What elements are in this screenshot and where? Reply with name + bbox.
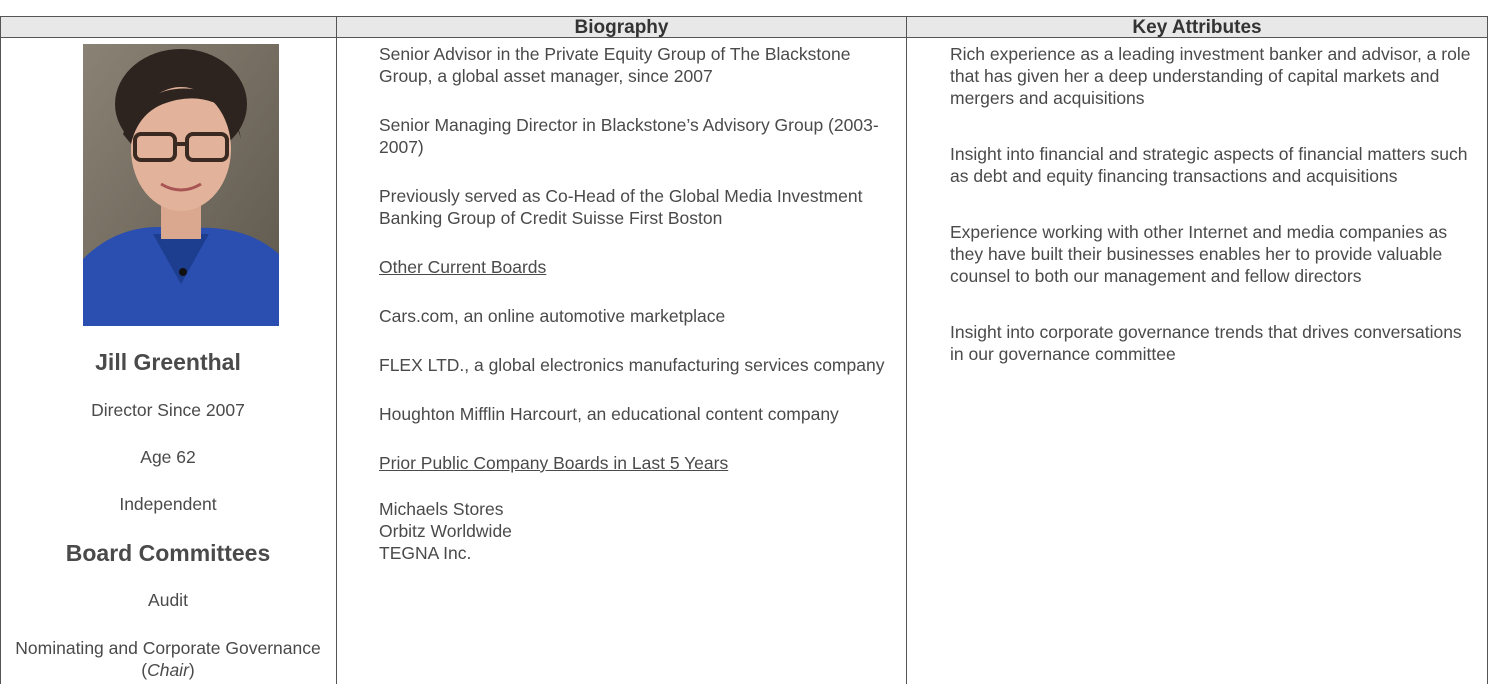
bio-item: Houghton Mifflin Harcourt, an educationa… [379, 404, 839, 424]
attribute: Insight into corporate governance trends… [950, 322, 1462, 364]
border [336, 16, 337, 684]
prior-board: Michaels Stores [379, 499, 504, 519]
header-cell: Biography [336, 16, 907, 38]
attribute: Experience working with other Internet a… [950, 222, 1448, 286]
bio-item: FLEX LTD., a global electronics manufact… [379, 355, 885, 375]
detail: Independent [119, 494, 217, 514]
bio-item: Senior Advisor in the Private Equity Gro… [379, 44, 851, 86]
biography-column: Senior Advisor in the Private Equity Gro… [379, 43, 907, 564]
prior-board: Orbitz Worldwide [379, 521, 512, 541]
portrait [83, 44, 279, 326]
person-name: Jill Greenthal [95, 349, 241, 375]
committee: Audit [148, 590, 188, 610]
detail: Age 62 [140, 447, 196, 467]
border [906, 16, 907, 684]
section-heading: Prior Public Company Boards in Last 5 Ye… [379, 453, 729, 473]
text: ) [188, 660, 195, 680]
key-attributes-column: Rich experience as a leading investment … [950, 43, 1478, 399]
text: Nominating and Corporate Governance ( [15, 638, 321, 680]
text: Chair [147, 660, 189, 680]
header-cell: Key Attributes [906, 16, 1488, 38]
prior-board: TEGNA Inc. [379, 543, 472, 563]
committees-title: Board Committees [65, 540, 271, 566]
attribute: Insight into financial and strategic asp… [950, 144, 1468, 186]
bio-item: Senior Managing Director in Blackstone’s… [379, 115, 879, 157]
border [0, 16, 1, 684]
bio-item: Cars.com, an online automotive marketpla… [379, 306, 726, 326]
prior-boards: Michaels Stores Orbitz Worldwide TEGNA Inc… [379, 498, 907, 564]
attribute: Rich experience as a leading investment … [950, 44, 1471, 108]
section-heading: Other Current Boards [379, 257, 547, 277]
bio-item: Previously served as Co-Head of the Glob… [379, 186, 863, 228]
chair-committee: Nominating and Corporate Governance (Cha… [0, 637, 336, 681]
detail: Director Since 2007 [91, 400, 245, 420]
header-cell [0, 16, 337, 38]
